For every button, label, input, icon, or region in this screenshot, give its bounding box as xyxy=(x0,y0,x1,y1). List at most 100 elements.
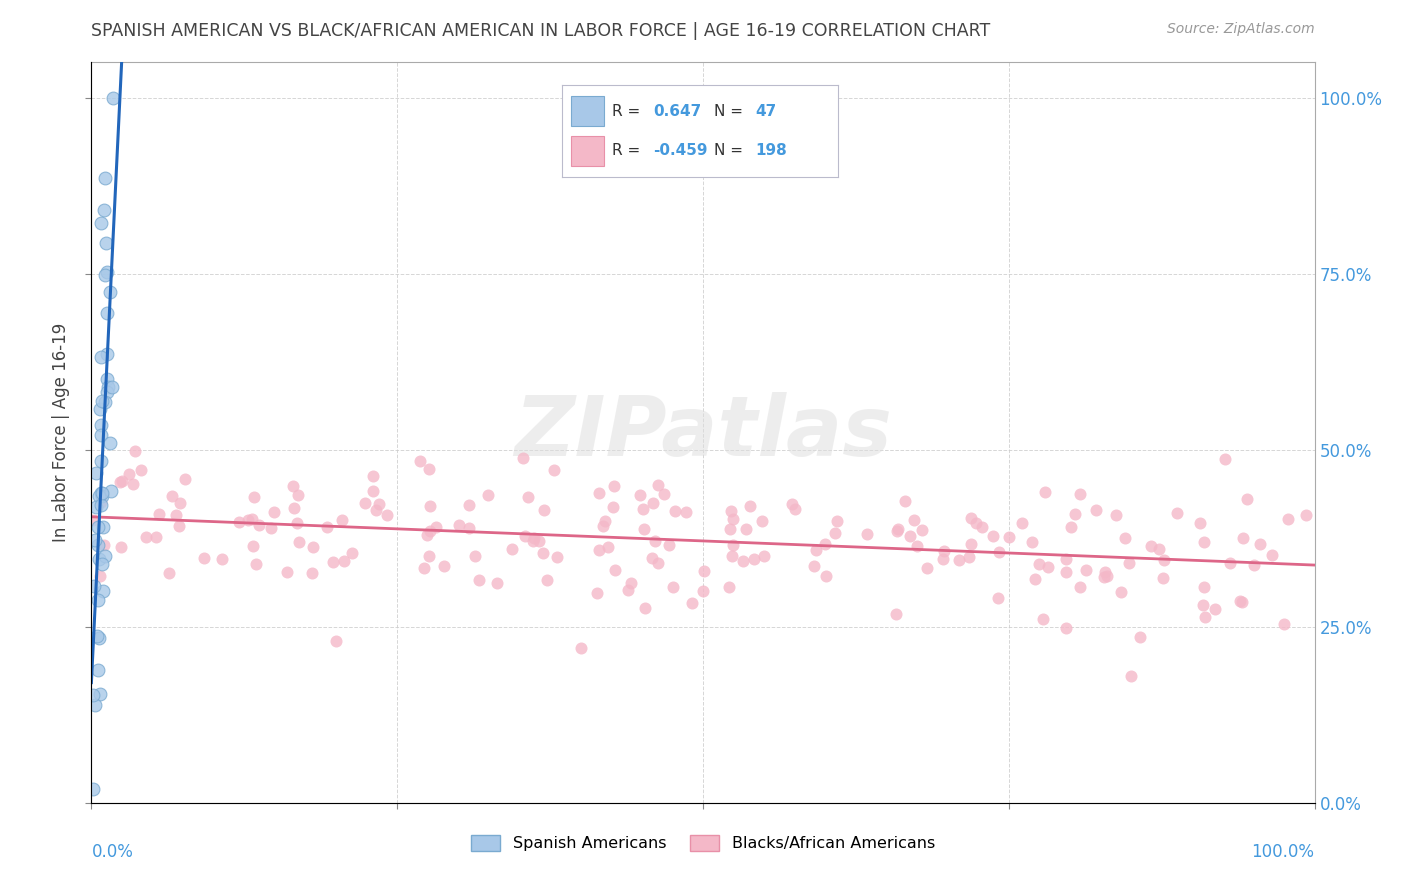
Point xyxy=(87,593,110,607)
Text: ZIPatlas: ZIPatlas xyxy=(515,392,891,473)
Point xyxy=(89,498,111,512)
Point xyxy=(240,512,263,526)
Point xyxy=(82,781,104,796)
Point xyxy=(90,418,112,433)
Point xyxy=(693,564,716,578)
Point xyxy=(361,469,384,483)
Point xyxy=(94,170,117,185)
Point xyxy=(228,515,250,529)
Point xyxy=(412,561,434,575)
Point xyxy=(364,503,387,517)
Point xyxy=(260,520,283,534)
Point xyxy=(1232,531,1254,545)
Point xyxy=(1277,512,1299,526)
Point xyxy=(588,542,610,557)
Point xyxy=(1166,506,1188,520)
Point xyxy=(89,569,111,583)
Point xyxy=(1152,571,1174,585)
Point xyxy=(1109,585,1132,599)
Legend: Spanish Americans, Blacks/African Americans: Spanish Americans, Blacks/African Americ… xyxy=(465,829,941,858)
Point xyxy=(236,514,259,528)
Point xyxy=(93,538,115,552)
Point xyxy=(84,533,107,547)
Point xyxy=(302,540,325,554)
Point xyxy=(94,268,117,282)
Point xyxy=(1092,570,1115,584)
Point xyxy=(546,550,568,565)
Point xyxy=(425,520,447,534)
Point xyxy=(658,538,681,552)
Point xyxy=(1129,630,1152,644)
Point xyxy=(322,555,344,569)
Point xyxy=(987,545,1010,559)
Point xyxy=(734,522,756,536)
Point xyxy=(263,505,285,519)
Point xyxy=(588,486,610,500)
Point xyxy=(1118,557,1140,571)
Point xyxy=(86,628,108,642)
Point xyxy=(803,558,825,573)
Point xyxy=(905,539,928,553)
Point xyxy=(1074,563,1097,577)
Text: Source: ZipAtlas.com: Source: ZipAtlas.com xyxy=(1167,22,1315,37)
Point xyxy=(86,538,108,552)
Point xyxy=(616,583,638,598)
Point xyxy=(595,514,617,528)
Point xyxy=(96,306,118,320)
Point xyxy=(1028,558,1050,572)
Point xyxy=(824,525,846,540)
Point xyxy=(1054,565,1077,579)
Point xyxy=(886,524,908,538)
Point xyxy=(121,476,143,491)
Point xyxy=(90,495,112,509)
Point xyxy=(814,569,837,583)
Point xyxy=(1192,535,1215,549)
Point xyxy=(117,467,139,481)
Point xyxy=(1038,560,1060,574)
Point xyxy=(157,566,180,580)
Point xyxy=(644,534,666,549)
Point xyxy=(633,522,655,536)
Point xyxy=(960,511,983,525)
Point xyxy=(603,478,626,492)
Point xyxy=(1105,508,1128,522)
Point xyxy=(86,500,108,514)
Point xyxy=(458,520,481,534)
Point xyxy=(368,498,391,512)
Point xyxy=(825,514,848,528)
Point xyxy=(135,530,157,544)
Point xyxy=(89,401,111,416)
Point xyxy=(898,529,921,543)
Point xyxy=(915,560,938,574)
Point xyxy=(1069,487,1091,501)
Point xyxy=(165,508,187,522)
Point xyxy=(894,494,917,508)
Point xyxy=(998,530,1021,544)
Point xyxy=(721,511,744,525)
Point xyxy=(243,490,266,504)
Point xyxy=(276,566,298,580)
Point xyxy=(211,551,233,566)
Point xyxy=(1021,535,1043,549)
Point xyxy=(361,484,384,499)
Point xyxy=(806,542,828,557)
Point xyxy=(82,513,104,527)
Point xyxy=(173,472,195,486)
Point xyxy=(585,586,607,600)
Text: 0.0%: 0.0% xyxy=(91,843,134,861)
Point xyxy=(100,483,122,498)
Point xyxy=(620,575,643,590)
Point xyxy=(96,346,118,360)
Point xyxy=(948,553,970,567)
Point xyxy=(89,631,111,645)
Point xyxy=(91,557,114,571)
Point xyxy=(91,520,114,534)
Point xyxy=(1192,580,1215,594)
Point xyxy=(1011,516,1033,530)
Point xyxy=(129,463,152,477)
Point xyxy=(681,596,703,610)
Y-axis label: In Labor Force | Age 16-19: In Labor Force | Age 16-19 xyxy=(52,323,70,542)
Point xyxy=(1114,531,1136,545)
Point xyxy=(433,558,456,573)
Point xyxy=(718,523,741,537)
